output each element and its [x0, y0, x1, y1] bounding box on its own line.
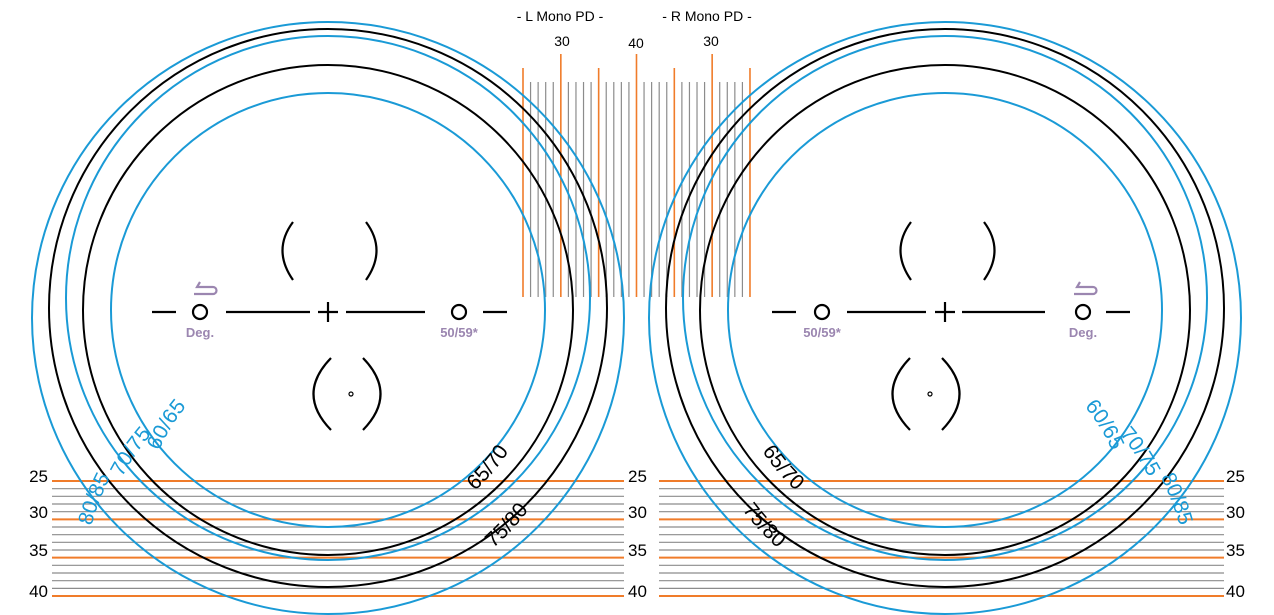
left-ring-80-85 [31, 21, 625, 615]
pd-scale [522, 54, 751, 297]
height-label-30-right: 30 [1226, 503, 1245, 522]
height-scale-right [659, 480, 1224, 598]
left-ring-75-80 [48, 28, 608, 588]
right-5059-label: 50/59* [803, 325, 842, 340]
right-far-bracket-left [899, 221, 912, 281]
left-label-60-65: 60/65 [143, 395, 191, 453]
height-label-35-left: 35 [29, 541, 48, 560]
rotate-arrow-icon [1074, 281, 1098, 296]
right-ring-70-75 [682, 35, 1208, 561]
left-ring-65-70 [82, 64, 574, 556]
right-lens-markings [772, 221, 1130, 431]
left-5059-label: 50/59* [440, 325, 479, 340]
left-deg-label: Deg. [186, 325, 214, 340]
right-far-bracket-right [983, 221, 996, 281]
left-ring-60-65 [110, 92, 546, 528]
height-label-40-center: 40 [628, 582, 647, 601]
right-lens [648, 21, 1242, 615]
right-ring-60-65 [727, 92, 1163, 528]
right-near-bracket-left [891, 357, 911, 431]
left-mono-pd-label: - L Mono PD - [517, 8, 604, 24]
height-label-30-left: 30 [29, 503, 48, 522]
left-5059-marker-circle [450, 303, 468, 321]
right-ring-80-85 [648, 21, 1242, 615]
right-label-75-80: 75/80 [738, 499, 790, 552]
left-lens-markings [152, 221, 507, 431]
height-label-35-right: 35 [1226, 541, 1245, 560]
left-ring-70-75 [65, 35, 591, 561]
right-mono-pd-label: - R Mono PD - [662, 8, 752, 24]
height-label-35-center: 35 [628, 541, 647, 560]
left-near-bracket-left [312, 357, 332, 431]
left-label-70-75: 70/75 [106, 422, 155, 479]
right-ring-65-70 [699, 64, 1191, 556]
right-deg-marker-circle [1074, 303, 1092, 321]
left-far-bracket-left [281, 221, 294, 281]
height-label-30-center: 30 [628, 503, 647, 522]
height-label-25-right: 25 [1226, 467, 1245, 486]
right-label-60-65: 60/65 [1081, 395, 1129, 453]
right-deg-label: Deg. [1069, 325, 1097, 340]
height-label-25-center: 25 [628, 467, 647, 486]
pd-tick-label-left-30: 30 [554, 33, 570, 49]
rotate-arrow-icon [194, 281, 218, 296]
height-scale-left [52, 480, 624, 598]
left-near-bracket-right [362, 357, 382, 431]
right-near-bracket-right [941, 357, 961, 431]
left-lens [31, 21, 625, 615]
pd-tick-label-40: 40 [628, 35, 644, 51]
right-label-65-70: 65/70 [758, 441, 809, 495]
right-5059-marker-circle [813, 303, 831, 321]
left-label-65-70: 65/70 [462, 441, 513, 495]
left-far-bracket-right [365, 221, 378, 281]
height-label-40-left: 40 [29, 582, 48, 601]
right-near-dot [927, 391, 933, 397]
left-near-dot [348, 391, 354, 397]
left-deg-marker-circle [191, 303, 209, 321]
right-ring-75-80 [665, 28, 1225, 588]
height-label-25-left: 25 [29, 467, 48, 486]
height-label-40-right: 40 [1226, 582, 1245, 601]
pd-tick-label-right-30: 30 [703, 33, 719, 49]
